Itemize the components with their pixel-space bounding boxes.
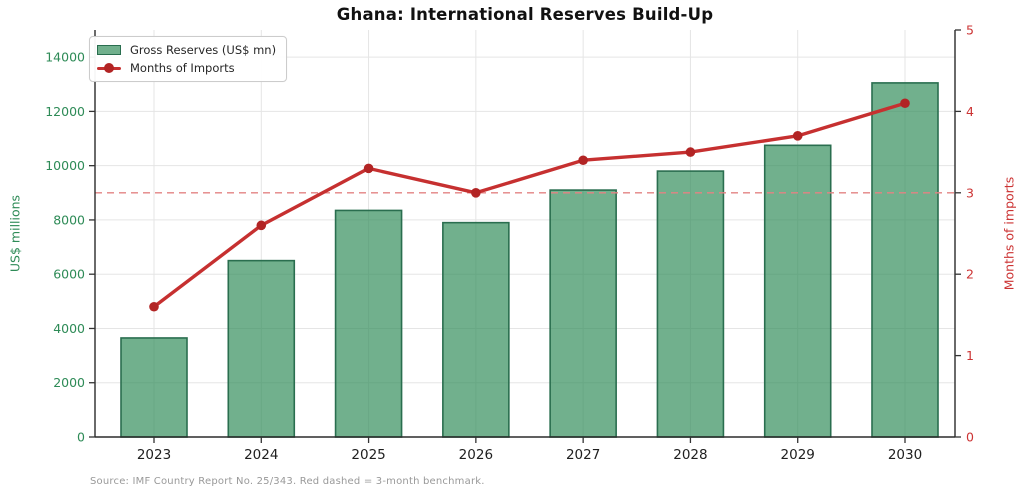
right-tick-label: 1 — [966, 348, 974, 363]
left-tick-label: 4000 — [53, 321, 85, 336]
source-note: Source: IMF Country Report No. 25/343. R… — [90, 476, 485, 487]
bar-2025 — [334, 209, 403, 438]
x-tick-label: 2030 — [888, 447, 922, 463]
months-line — [152, 101, 907, 309]
x-tick-label: 2025 — [351, 447, 385, 463]
marker-2030 — [900, 98, 910, 109]
bar-2030 — [871, 82, 939, 438]
chart-title: Ghana: International Reserves Build-Up — [336, 5, 714, 24]
x-tick-label: 2028 — [673, 447, 707, 463]
right-tick-label: 5 — [966, 23, 974, 38]
right-axis-title: Months of imports — [1001, 176, 1017, 291]
legend-item-gross-reserves: Gross Reserves (US$ mn) — [97, 43, 276, 57]
bar-2024 — [227, 259, 296, 438]
right-tick-label: 3 — [966, 185, 974, 200]
left-tick-label: 10000 — [45, 158, 85, 173]
x-tick-label: 2024 — [244, 447, 278, 463]
marker-2027 — [578, 155, 588, 166]
right-tick-label: 2 — [966, 267, 974, 282]
marker-2028 — [685, 147, 696, 157]
bar-2026 — [442, 221, 510, 438]
left-tick-label: 6000 — [53, 267, 85, 282]
marker-2029 — [792, 131, 803, 141]
marker-2024 — [256, 220, 267, 231]
x-tick-label: 2026 — [459, 447, 493, 463]
bar-swatch-icon — [97, 45, 121, 55]
bar-2029 — [763, 144, 832, 438]
left-tick-label: 0 — [77, 430, 85, 445]
marker-2026 — [471, 188, 481, 198]
left-tick-label: 12000 — [45, 104, 85, 119]
right-tick-label: 0 — [966, 430, 974, 445]
marker-2023 — [149, 301, 159, 312]
x-tick-label: 2027 — [566, 447, 600, 463]
left-axis-title: US$ millions — [7, 194, 23, 273]
left-tick-label: 8000 — [53, 212, 85, 227]
bar-2027 — [549, 189, 617, 438]
legend-item-months-imports: Months of Imports — [97, 61, 276, 75]
marker-2025 — [363, 163, 374, 174]
bar-2028 — [656, 170, 725, 438]
x-tick-label: 2029 — [781, 447, 815, 463]
line-marker-icon — [97, 63, 121, 73]
x-tick-label: 2023 — [137, 447, 171, 463]
legend: Gross Reserves (US$ mn) Months of Import… — [89, 36, 288, 82]
bar-2023 — [120, 337, 188, 438]
right-tick-label: 4 — [966, 104, 974, 119]
left-tick-label: 14000 — [45, 50, 85, 65]
legend-label-months-imports: Months of Imports — [130, 61, 235, 75]
left-tick-label: 2000 — [53, 375, 85, 390]
legend-label-gross-reserves: Gross Reserves (US$ mn) — [130, 43, 277, 57]
